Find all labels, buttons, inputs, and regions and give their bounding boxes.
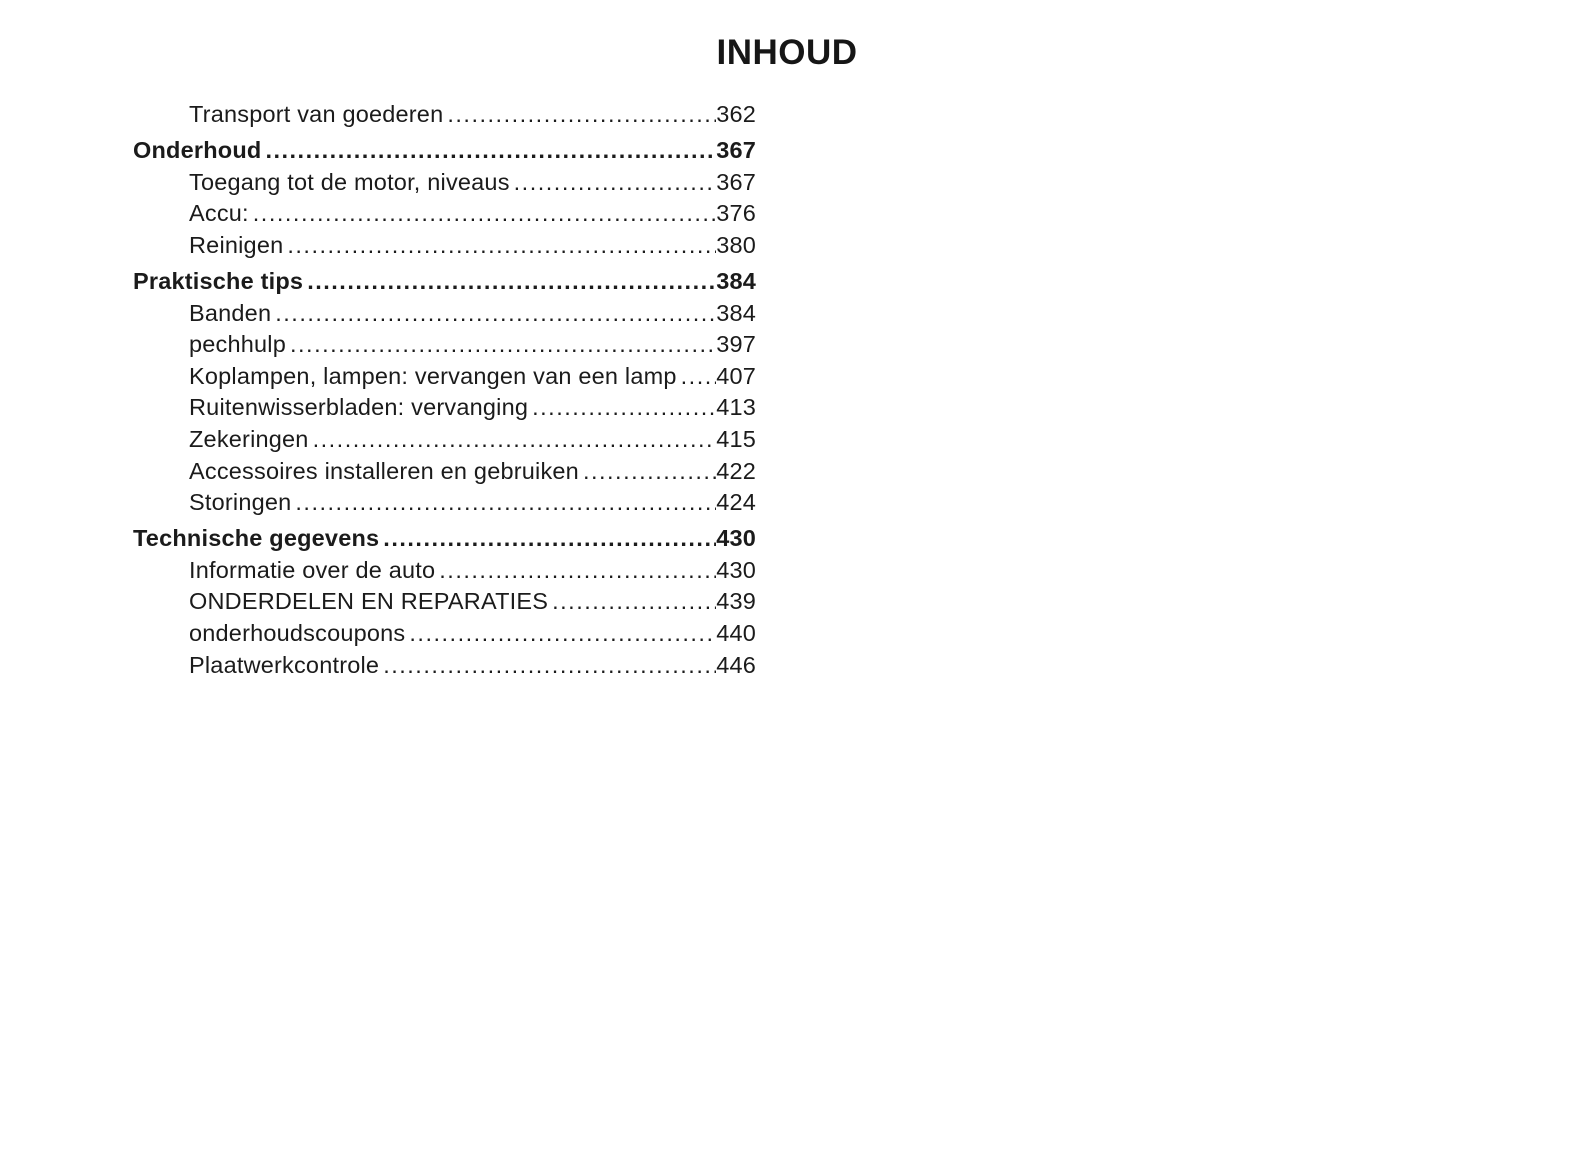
toc-entry: Banden .................................… xyxy=(133,298,756,330)
toc-entry-page: 407 xyxy=(716,362,756,389)
toc-entry: Plaatwerkcontrole ......................… xyxy=(133,650,756,682)
toc-entry-page: 367 xyxy=(716,168,756,195)
toc-entry-page: 384 xyxy=(716,299,756,326)
toc-entry-label: Zekeringen xyxy=(189,425,309,452)
toc-entry-label: onderhoudscoupons xyxy=(189,620,406,646)
toc-leader-dots: ........................................… xyxy=(513,168,717,195)
toc-entry-page: 424 xyxy=(716,489,756,516)
toc-entry: Storingen ..............................… xyxy=(133,487,756,519)
toc-entry-page: 446 xyxy=(716,651,756,678)
toc-leader-dots: ........................................… xyxy=(447,101,717,127)
toc-leader-dots: ........................................… xyxy=(680,362,717,389)
toc-entry: Ruitenwisserbladen: vervanging .........… xyxy=(133,392,756,424)
toc-leader-dots: ........................................… xyxy=(275,299,717,326)
toc-entry-label: Storingen xyxy=(189,489,292,516)
toc-entry-label: Toegang tot de motor, niveaus xyxy=(189,168,510,195)
toc-entry: Toegang tot de motor, niveaus ..........… xyxy=(133,167,756,199)
toc-leader-dots: ........................................… xyxy=(532,394,717,421)
toc-leader-dots: ........................................… xyxy=(409,620,716,646)
toc-leader-dots: ........................................… xyxy=(552,588,716,615)
toc-entry-page: 439 xyxy=(716,588,756,615)
toc-entry: Informatie over de auto ................… xyxy=(133,555,756,587)
toc-entry-label: Banden xyxy=(189,299,272,326)
toc-entry: Reinigen ...............................… xyxy=(133,230,756,262)
toc-leader-dots: ........................................… xyxy=(252,200,717,227)
toc-entry-page: 384 xyxy=(716,267,756,294)
toc-entry-label: Technische gegevens xyxy=(133,525,380,552)
toc-entry: Zekeringen .............................… xyxy=(133,424,756,456)
toc-leader-dots: ........................................… xyxy=(582,457,716,484)
toc-leader-dots: ........................................… xyxy=(287,231,717,258)
toc-entry-page: 440 xyxy=(716,620,756,646)
page-title: INHOUD xyxy=(716,33,858,72)
toc-leader-dots: ........................................… xyxy=(383,651,716,678)
toc-leader-dots: ........................................… xyxy=(312,425,717,452)
toc-entry-label: ONDERDELEN EN REPARATIES xyxy=(189,588,549,615)
toc-entry: Accu: ..................................… xyxy=(133,198,756,230)
toc-entry-label: Accu: xyxy=(189,200,249,227)
toc-entry: onderhoudscoupons ......................… xyxy=(133,618,756,650)
toc-entry-page: 430 xyxy=(716,525,756,552)
toc-entry: ONDERDELEN EN REPARATIES ...............… xyxy=(133,586,756,618)
table-of-contents: Transport van goederen .................… xyxy=(133,99,756,681)
toc-entry: Transport van goederen .................… xyxy=(133,99,756,131)
toc-entry-label: Transport van goederen xyxy=(189,101,444,127)
toc-entry-page: 380 xyxy=(716,231,756,258)
toc-entry-label: Praktische tips xyxy=(133,267,304,294)
toc-entry-label: Koplampen, lampen: vervangen van een lam… xyxy=(189,362,677,389)
toc-entry-label: Accessoires installeren en gebruiken xyxy=(189,457,579,484)
toc-entry: pechhulp ...............................… xyxy=(133,329,756,361)
toc-leader-dots: ........................................… xyxy=(290,331,717,358)
toc-entry-page: 397 xyxy=(716,331,756,358)
toc-entry: Koplampen, lampen: vervangen van een lam… xyxy=(133,361,756,393)
toc-entry-page: 367 xyxy=(716,137,756,164)
toc-entry-page: 362 xyxy=(716,101,756,127)
toc-leader-dots: ........................................… xyxy=(383,525,716,552)
toc-entry-label: pechhulp xyxy=(189,331,286,358)
toc-entry-page: 376 xyxy=(716,200,756,227)
toc-leader-dots: ........................................… xyxy=(265,137,716,164)
toc-entry: Onderhoud ..............................… xyxy=(133,135,756,167)
toc-entry-label: Onderhoud xyxy=(133,137,262,164)
toc-entry-label: Informatie over de auto xyxy=(189,556,436,583)
toc-entry-page: 415 xyxy=(716,425,756,452)
toc-entry: Praktische tips ........................… xyxy=(133,266,756,298)
toc-entry: Accessoires installeren en gebruiken ...… xyxy=(133,456,756,488)
toc-leader-dots: ........................................… xyxy=(307,267,717,294)
toc-entry-page: 413 xyxy=(716,394,756,421)
toc-leader-dots: ........................................… xyxy=(295,489,717,516)
toc-entry-page: 422 xyxy=(716,457,756,484)
toc-entry-label: Ruitenwisserbladen: vervanging xyxy=(189,394,529,421)
toc-entry-page: 430 xyxy=(716,556,756,583)
toc-entry: Technische gegevens ....................… xyxy=(133,523,756,555)
toc-entry-label: Plaatwerkcontrole xyxy=(189,651,380,678)
toc-entry-label: Reinigen xyxy=(189,231,284,258)
toc-leader-dots: ........................................… xyxy=(439,556,716,583)
